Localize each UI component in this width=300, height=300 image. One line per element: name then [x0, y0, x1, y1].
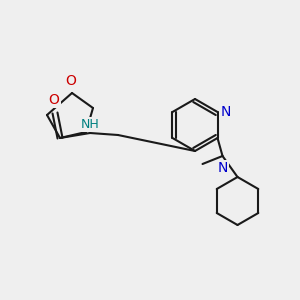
Text: NH: NH	[81, 118, 99, 131]
Text: O: O	[49, 93, 59, 107]
Text: N: N	[217, 161, 228, 175]
Text: N: N	[220, 105, 231, 119]
Text: O: O	[66, 74, 76, 88]
